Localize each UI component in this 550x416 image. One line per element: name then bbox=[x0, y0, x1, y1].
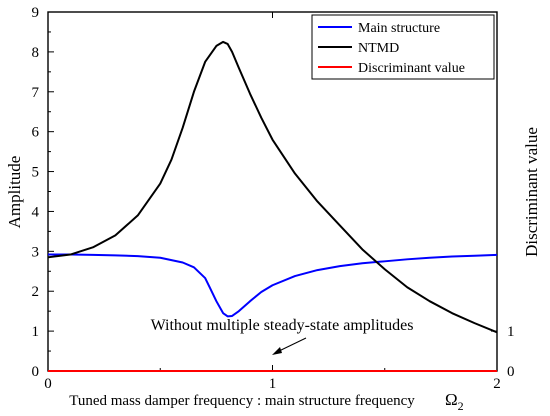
annotation-arrow bbox=[276, 337, 307, 353]
annotation: Without multiple steady-state amplitudes bbox=[151, 317, 414, 355]
x-axis-symbol-subscript: 2 bbox=[458, 399, 464, 413]
x-tick-label: 0 bbox=[44, 376, 52, 392]
series-line-main-structure bbox=[48, 253, 498, 318]
y-tick-label: 3 bbox=[32, 244, 40, 260]
legend-label: Discriminant value bbox=[358, 61, 465, 76]
x-axis-symbol-omega: Ω bbox=[445, 390, 458, 409]
y-tick-label: 5 bbox=[32, 165, 40, 181]
series-layer bbox=[47, 40, 498, 372]
x-axis-label: Tuned mass damper frequency : main struc… bbox=[69, 393, 415, 409]
y-tick-label: 1 bbox=[32, 324, 40, 340]
y-tick-label: 4 bbox=[32, 204, 40, 220]
series-line-ntmd bbox=[47, 40, 498, 334]
y-tick-label: 0 bbox=[32, 364, 40, 380]
legend-label: NTMD bbox=[358, 41, 399, 56]
y-tick-label: 8 bbox=[32, 45, 40, 61]
y-tick-label: 6 bbox=[32, 125, 40, 141]
y2-tick-label: 0 bbox=[507, 364, 515, 380]
x-axis-symbol: Ω2 bbox=[445, 390, 464, 413]
y-axis-ticks: 0 1 2 3 4 5 6 7 8 9 bbox=[32, 5, 54, 380]
legend: Main structure NTMD Discriminant value bbox=[311, 14, 495, 80]
y2-axis-label: Discriminant value bbox=[522, 127, 541, 257]
x-tick-label: 2 bbox=[493, 376, 501, 392]
legend-label: Main structure bbox=[358, 21, 440, 36]
x-tick-label: 1 bbox=[269, 376, 277, 392]
y-tick-label: 9 bbox=[32, 5, 40, 21]
y-tick-label: 7 bbox=[32, 85, 40, 101]
annotation-arrowhead bbox=[272, 347, 282, 355]
y2-tick-label: 1 bbox=[507, 324, 515, 340]
y-axis-label: Amplitude bbox=[5, 156, 24, 229]
annotation-text: Without multiple steady-state amplitudes bbox=[151, 317, 414, 334]
y-tick-label: 2 bbox=[32, 284, 40, 300]
